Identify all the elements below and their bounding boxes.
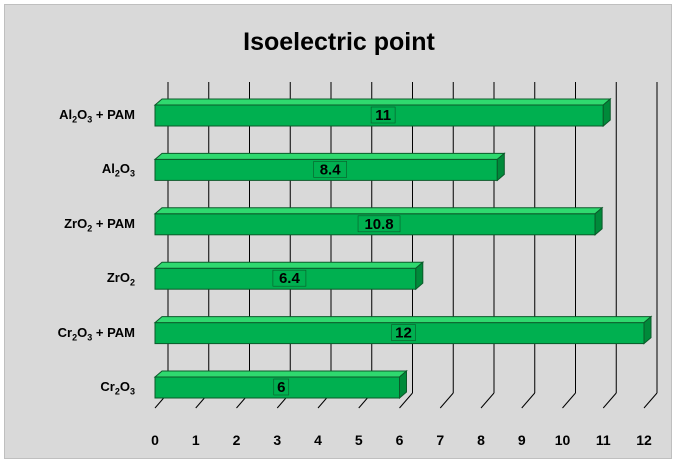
- data-label: 6: [277, 379, 285, 396]
- floor-gridline: [602, 392, 617, 409]
- x-tick-label: 9: [518, 432, 526, 448]
- bar-side: [399, 369, 407, 400]
- bar: [153, 206, 604, 236]
- x-tick-label: 7: [436, 432, 444, 448]
- bar-side: [643, 315, 652, 345]
- data-label-box: [357, 215, 401, 233]
- x-tick-label: 6: [396, 432, 404, 448]
- x-tick-label: 3: [273, 432, 281, 448]
- bar-side: [415, 261, 424, 291]
- x-tick-label: 5: [355, 432, 363, 448]
- floor-gridline: [439, 392, 454, 409]
- data-label: 11: [375, 107, 391, 124]
- floor-gridline: [480, 392, 495, 409]
- x-tick-label: 0: [151, 432, 159, 448]
- x-tick-label: 12: [636, 432, 652, 448]
- bar-top: [153, 316, 653, 324]
- category-label: Cr2O3: [100, 379, 135, 397]
- category-label: Al2O3: [101, 161, 135, 179]
- floor-gridline: [562, 392, 576, 409]
- data-label-box: [313, 161, 347, 178]
- bar-side: [496, 152, 505, 182]
- x-tick-label: 4: [314, 432, 322, 448]
- category-label: Al2O3 + PAM: [59, 107, 135, 125]
- floor-gridline: [521, 392, 536, 409]
- bar-side: [602, 97, 611, 128]
- data-label: 8.4: [320, 161, 342, 178]
- bar-top: [153, 370, 408, 378]
- bar-side: [594, 206, 603, 236]
- data-label: 10.8: [364, 216, 393, 233]
- x-tick-label: 11: [596, 432, 611, 448]
- floor-gridline: [643, 392, 658, 409]
- data-label: 12: [395, 325, 412, 342]
- bar-top: [153, 207, 604, 215]
- data-label-box: [272, 269, 307, 287]
- bar-top: [153, 98, 612, 106]
- category-label: ZrO2: [106, 270, 135, 288]
- floor-gridline: [399, 392, 413, 409]
- x-tick-label: 2: [233, 432, 241, 448]
- chart-title: Isoelectric point: [243, 28, 435, 56]
- data-label: 6.4: [279, 270, 301, 287]
- x-tick-label: 1: [192, 432, 200, 448]
- data-label-box: [370, 106, 396, 124]
- bar-top: [153, 152, 506, 160]
- data-label-box: [273, 378, 290, 396]
- category-label: Cr2O3 + PAM: [57, 324, 135, 343]
- bar-top: [153, 261, 425, 269]
- x-tick-label: 8: [477, 432, 485, 448]
- x-tick-label: 10: [555, 432, 571, 448]
- category-label: ZrO2 + PAM: [64, 215, 135, 234]
- data-label-box: [391, 324, 416, 341]
